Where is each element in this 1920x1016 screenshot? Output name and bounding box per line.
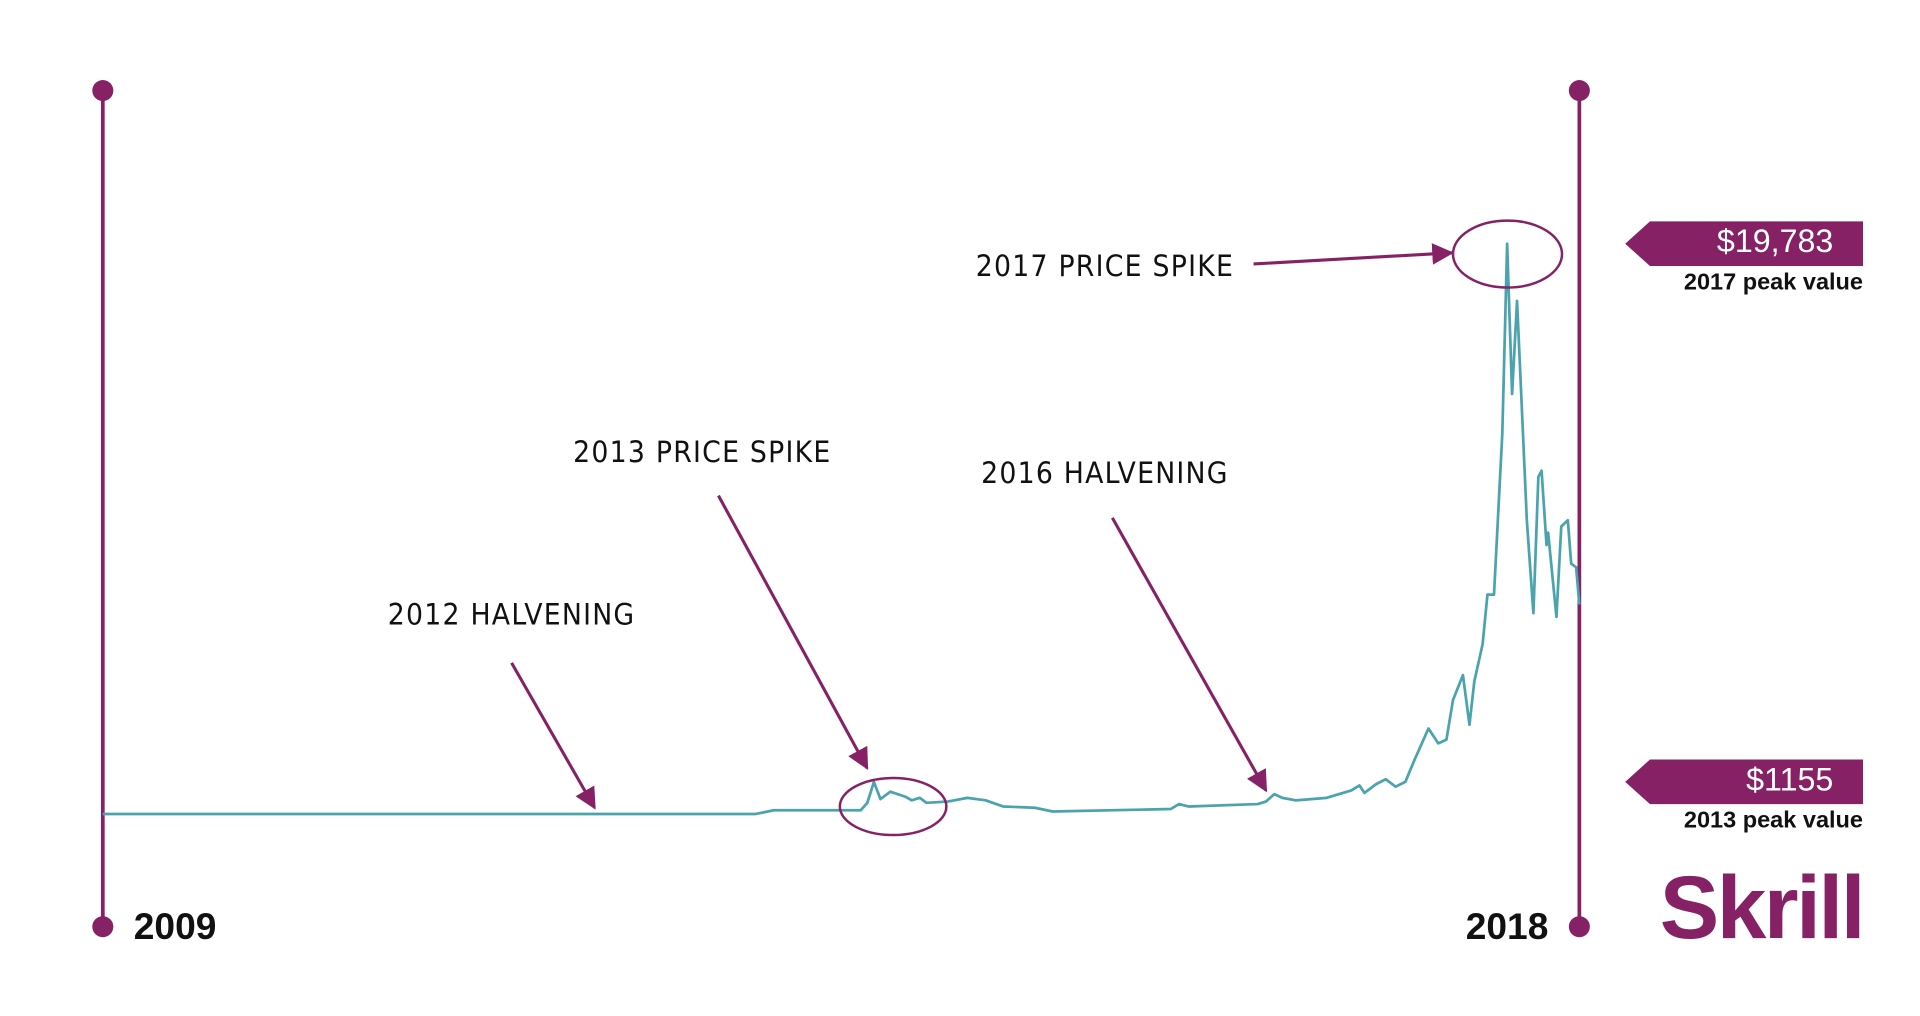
callout-label: $1155 bbox=[1746, 761, 1833, 797]
annotation-arrow bbox=[717, 494, 869, 771]
annotation-arrow bbox=[1111, 517, 1268, 793]
tick-dot bbox=[92, 916, 114, 938]
callout-label: $19,783 bbox=[1717, 223, 1833, 259]
callout-caption: 2017 peak value bbox=[1684, 269, 1863, 295]
highlight-circle bbox=[838, 776, 948, 837]
plot: 2009 2018 2012 HALVENING 2013 PRICE SPIKE 20… bbox=[92, 80, 1864, 947]
callout-box bbox=[1625, 759, 1864, 805]
tick-dot bbox=[1568, 80, 1590, 102]
tick-dot bbox=[92, 80, 114, 102]
tick-dot bbox=[1568, 916, 1590, 938]
callout-caption: 2013 peak value bbox=[1684, 807, 1863, 833]
callout-box bbox=[1625, 221, 1864, 267]
annotation: 2012 HALVENING bbox=[388, 597, 636, 632]
annotation-arrow bbox=[510, 662, 596, 810]
annotation: 2016 HALVENING bbox=[981, 456, 1229, 491]
annotation: 2017 PRICE SPIKE bbox=[976, 249, 1234, 284]
x-tick-label: 2018 bbox=[1466, 905, 1549, 947]
annotation: 2013 PRICE SPIKE bbox=[573, 435, 831, 470]
price-line bbox=[102, 242, 1581, 816]
annotation-arrow bbox=[1253, 243, 1454, 266]
x-tick-label: 2009 bbox=[134, 905, 217, 947]
logo: Skrill bbox=[1660, 857, 1863, 957]
